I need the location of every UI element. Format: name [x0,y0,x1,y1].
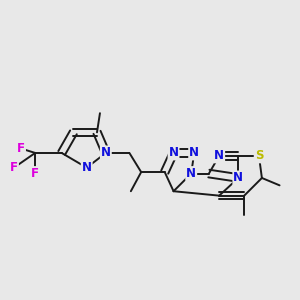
Text: F: F [17,142,25,155]
Text: F: F [10,161,18,174]
Text: N: N [169,146,178,159]
Text: N: N [101,146,111,159]
Text: F: F [31,167,39,180]
Text: S: S [255,149,263,162]
Text: N: N [189,146,199,159]
Text: N: N [186,167,196,180]
Text: N: N [233,172,243,184]
Text: N: N [82,161,92,174]
Text: N: N [214,149,224,162]
